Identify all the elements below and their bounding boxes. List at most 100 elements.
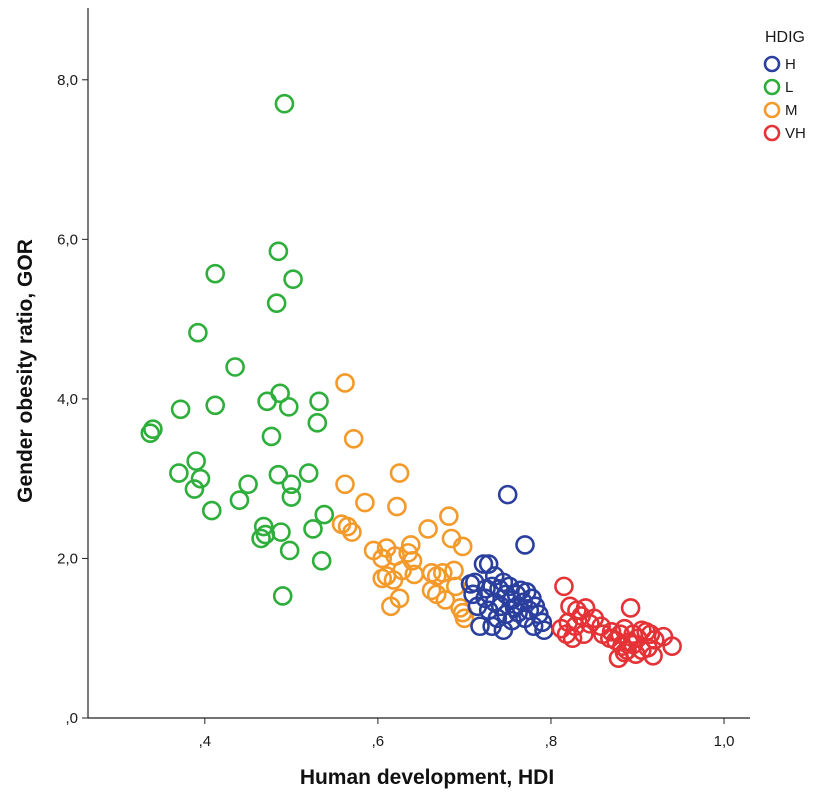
data-points bbox=[140, 93, 682, 668]
point-l bbox=[274, 93, 295, 114]
point-l bbox=[268, 241, 289, 262]
point-vh bbox=[619, 632, 639, 653]
x-axis-title: Human development, HDI bbox=[300, 766, 554, 789]
point-m bbox=[383, 570, 404, 590]
point-m bbox=[372, 568, 393, 589]
point-l bbox=[311, 551, 332, 571]
point-m bbox=[372, 548, 393, 569]
point-h bbox=[470, 616, 490, 637]
point-l bbox=[201, 500, 222, 521]
point-l bbox=[270, 383, 290, 404]
point-m bbox=[435, 590, 456, 610]
point-vh bbox=[562, 628, 583, 649]
point-l bbox=[140, 423, 161, 444]
point-l bbox=[266, 293, 287, 313]
point-m bbox=[355, 492, 375, 513]
legend-marker-l bbox=[763, 78, 781, 96]
point-h bbox=[497, 484, 518, 505]
y-tick-label: 6,0 bbox=[57, 231, 78, 248]
point-m bbox=[342, 522, 362, 542]
point-m bbox=[421, 580, 442, 601]
legend-label-vh: VH bbox=[785, 125, 806, 142]
point-l bbox=[307, 413, 328, 433]
y-tick-label: 8,0 bbox=[57, 72, 78, 89]
point-l bbox=[281, 474, 302, 495]
point-m bbox=[452, 536, 473, 557]
point-l bbox=[309, 391, 329, 412]
point-h bbox=[463, 584, 483, 605]
legend-label-l: L bbox=[785, 79, 793, 96]
point-vh bbox=[551, 618, 572, 639]
point-m bbox=[381, 596, 401, 617]
point-l bbox=[261, 426, 282, 447]
point-l bbox=[281, 487, 302, 507]
point-h bbox=[482, 576, 502, 597]
point-l bbox=[238, 474, 258, 495]
y-tick-label: 2,0 bbox=[57, 550, 78, 567]
legend-marker-vh bbox=[763, 124, 781, 142]
point-l bbox=[279, 540, 300, 561]
point-m bbox=[445, 576, 466, 597]
point-vh bbox=[608, 648, 629, 668]
point-l bbox=[298, 463, 319, 483]
point-l bbox=[169, 463, 189, 483]
y-tick-label: 4,0 bbox=[57, 391, 78, 408]
point-vh bbox=[554, 576, 574, 597]
point-h bbox=[478, 554, 499, 574]
point-l bbox=[225, 357, 245, 377]
point-h bbox=[519, 600, 540, 621]
point-l bbox=[272, 586, 293, 606]
point-l bbox=[268, 464, 289, 485]
legend-label-m: M bbox=[785, 102, 798, 119]
y-tick-label: ,0 bbox=[65, 710, 78, 727]
point-h bbox=[516, 582, 537, 602]
point-l bbox=[190, 468, 211, 489]
point-m bbox=[444, 560, 464, 581]
point-m bbox=[387, 496, 407, 517]
point-vh bbox=[662, 636, 682, 657]
point-h bbox=[493, 620, 514, 641]
point-l bbox=[186, 451, 206, 471]
point-vh bbox=[580, 614, 600, 634]
legend: HDIG HLM VH bbox=[763, 29, 806, 142]
point-l bbox=[271, 522, 291, 542]
point-l bbox=[253, 516, 274, 537]
point-h bbox=[515, 535, 535, 555]
x-tick-label: ,8 bbox=[545, 733, 558, 750]
point-vh bbox=[643, 645, 663, 666]
point-m bbox=[432, 563, 453, 583]
legend-marker-h bbox=[763, 55, 781, 73]
point-vh bbox=[574, 624, 594, 645]
x-tick-label: 1,0 bbox=[714, 733, 735, 750]
axes: ,0 2,0 4,0 6,0 8,0 ,4 ,6 ,8 1,0 bbox=[57, 8, 750, 750]
point-l bbox=[205, 263, 226, 284]
point-l bbox=[303, 519, 323, 539]
x-tick-label: ,6 bbox=[372, 733, 385, 750]
point-m bbox=[454, 608, 475, 629]
legend-marker-m bbox=[763, 101, 781, 119]
point-l bbox=[278, 397, 299, 417]
point-l bbox=[188, 322, 208, 343]
point-vh bbox=[600, 628, 620, 649]
x-tick-label: ,4 bbox=[199, 733, 212, 750]
point-l bbox=[283, 269, 303, 290]
point-m bbox=[337, 516, 358, 537]
point-l bbox=[229, 490, 250, 511]
point-vh bbox=[640, 624, 661, 645]
point-m bbox=[343, 428, 364, 449]
point-m bbox=[439, 506, 459, 526]
point-m bbox=[389, 463, 410, 483]
point-h bbox=[504, 598, 525, 618]
point-m bbox=[418, 519, 438, 539]
legend-title: HDIG bbox=[765, 29, 805, 46]
point-l bbox=[143, 419, 163, 440]
y-axis-title: Gender obesity ratio, GOR bbox=[14, 239, 37, 503]
point-m bbox=[335, 474, 355, 495]
legend-label-h: H bbox=[785, 56, 796, 73]
point-l bbox=[205, 395, 226, 416]
point-l bbox=[170, 399, 191, 420]
point-vh bbox=[620, 598, 641, 618]
point-l bbox=[184, 479, 205, 499]
